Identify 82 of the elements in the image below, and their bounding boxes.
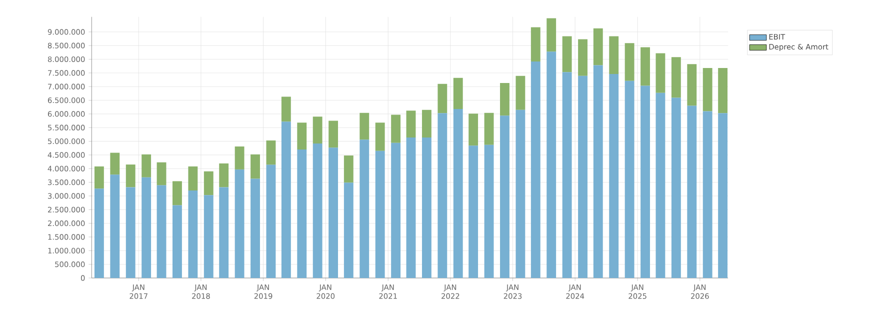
bar [344,182,354,278]
bar [406,138,416,278]
bar [530,27,540,62]
bar [500,83,510,116]
bar [516,110,526,278]
bar [391,114,401,144]
bar [640,47,650,86]
bar [94,166,104,189]
bar [126,164,136,188]
bar [718,113,728,278]
bar [94,188,104,278]
bar [546,18,556,52]
bar [110,174,120,278]
bar [468,146,478,278]
bar [422,110,432,138]
bar [593,65,603,278]
bar [234,170,244,278]
bar [609,74,619,278]
bar [344,156,354,183]
bar [671,98,681,278]
bar [562,72,572,278]
bar [500,116,510,278]
bar [156,185,166,278]
bar [718,68,728,114]
bar [562,36,572,72]
bar [375,122,385,151]
bar [360,112,370,140]
bar [640,86,650,278]
bar [110,152,120,175]
bar [422,138,432,278]
bar [609,36,619,74]
bar [656,93,666,278]
bar [204,171,214,196]
bar [328,120,338,148]
bar [312,144,322,278]
bar [484,144,494,278]
bar [438,84,448,114]
bar [297,150,307,278]
bar [156,162,166,186]
bar [671,57,681,98]
bar [530,62,540,278]
bar [172,205,182,278]
bar [266,164,276,278]
bar [328,148,338,278]
bar [234,146,244,170]
bar [578,39,588,76]
bar [126,187,136,278]
bar [142,177,152,278]
bar [250,154,260,179]
bar [406,110,416,138]
bar [281,122,291,278]
bar [172,181,182,206]
bar [188,166,198,191]
bar [546,52,556,278]
bar [516,76,526,110]
bar [438,113,448,278]
bar [624,43,634,81]
bar [391,143,401,278]
bar [142,154,152,178]
bar [687,106,697,278]
bar [375,150,385,278]
bar [593,28,603,66]
bar [578,76,588,278]
bar [312,116,322,144]
bar [624,80,634,278]
bar [204,195,214,278]
bar [219,164,229,188]
bar [702,68,712,112]
bar [266,140,276,165]
bar [687,64,697,106]
bar [281,96,291,122]
bar [453,109,463,278]
bar [453,78,463,110]
bar [468,114,478,146]
bar [188,190,198,278]
bar [702,111,712,278]
bar [656,53,666,94]
bar [250,178,260,278]
bar [297,122,307,150]
bar [360,140,370,278]
bar [219,187,229,278]
bar [484,112,494,145]
